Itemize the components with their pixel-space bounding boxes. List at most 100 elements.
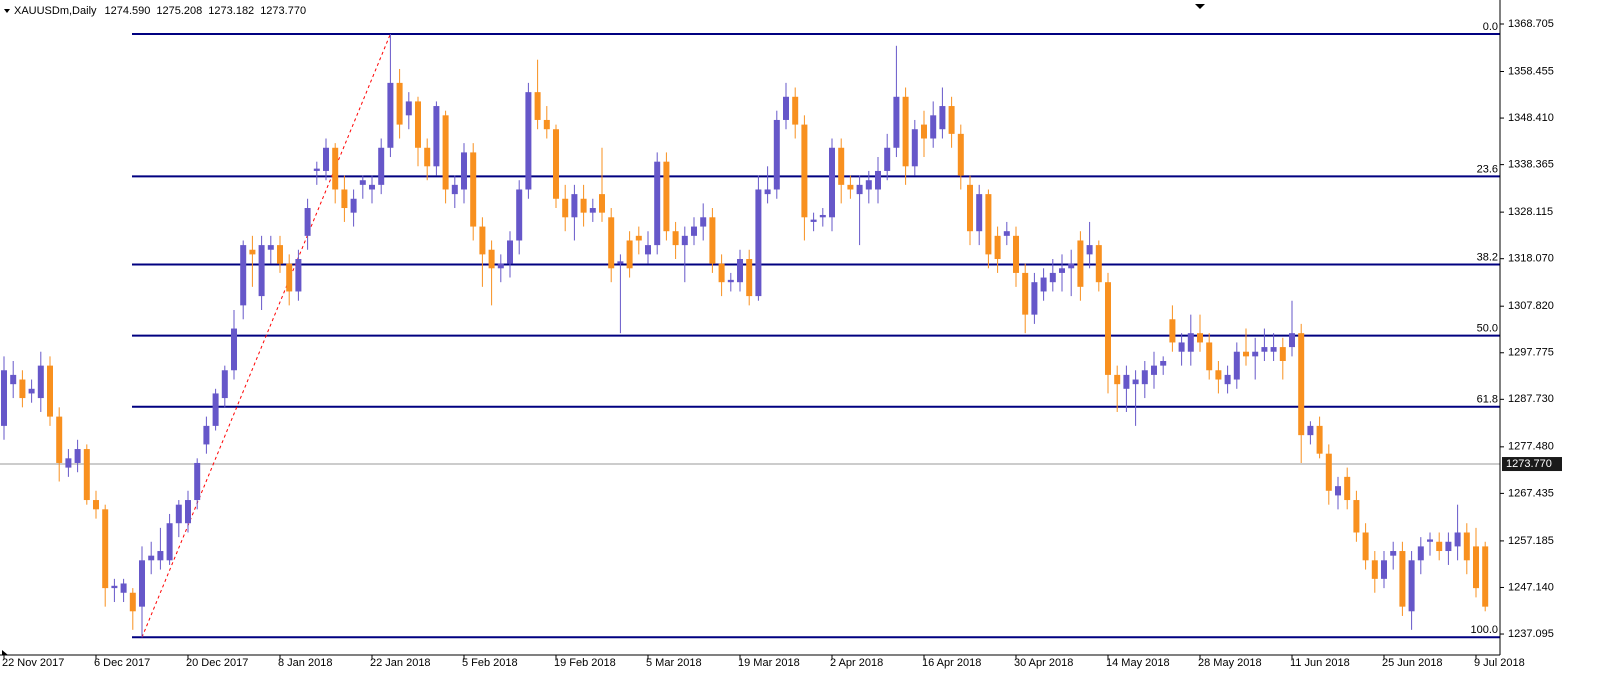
fib-level-label: 23.6 [1477, 163, 1498, 175]
candle-body [737, 259, 743, 283]
candle-body [1298, 333, 1305, 436]
candle-body [28, 388, 35, 394]
candle-body [783, 96, 789, 120]
chart-header: XAUUSDm,Daily 1274.590 1275.208 1273.182 12… [4, 5, 306, 17]
x-tick-label: 6 Dec 2017 [94, 657, 150, 669]
candle-body [341, 189, 348, 209]
candle-body [332, 147, 339, 190]
candle-body [1132, 379, 1139, 385]
candle-body [378, 147, 385, 185]
candle-body [56, 416, 63, 463]
candle-body [1095, 245, 1102, 283]
fib-trend-line [141, 33, 391, 638]
candle-body [451, 184, 458, 195]
candle-body [1362, 532, 1369, 561]
candle-body [663, 161, 670, 232]
candle-body [709, 217, 716, 264]
candle-body [773, 119, 780, 190]
candle-body [865, 180, 872, 190]
candle-body [801, 124, 808, 218]
candle-body [516, 189, 523, 241]
candle-body [599, 194, 605, 213]
y-tick-label: 1338.365 [1508, 159, 1554, 171]
candle-body [10, 374, 17, 385]
candle-body [129, 592, 136, 612]
candle-body [267, 245, 274, 250]
candle-body [424, 147, 431, 167]
candle-body [967, 184, 973, 232]
candle-body [497, 263, 504, 269]
candle-body [1482, 546, 1489, 607]
candle-body [166, 523, 173, 561]
plot-area: 0.0 23.6 38.2 50.0 61.8 100.0 [0, 21, 1500, 639]
candle-body [930, 115, 937, 139]
candle-body [1335, 486, 1341, 496]
candle-body [304, 208, 311, 236]
candle-body [994, 235, 1001, 260]
candle-body [1178, 342, 1185, 352]
x-tick-label: 14 May 2018 [1106, 657, 1170, 669]
candle-body [1390, 551, 1397, 556]
x-tick-label: 19 Feb 2018 [554, 657, 616, 669]
candle-body [359, 180, 366, 185]
last-price-tag [1502, 457, 1562, 472]
candle-body [350, 198, 357, 213]
candle-body [1040, 277, 1047, 292]
candle-body [939, 106, 946, 130]
candle-body [562, 198, 569, 218]
candle-body [1049, 272, 1056, 283]
candle-body [764, 189, 771, 195]
candle-body [1408, 560, 1415, 612]
fib-level-label: 61.8 [1477, 394, 1498, 406]
candle-body [396, 82, 403, 125]
x-tick-label: 22 Nov 2017 [2, 657, 64, 669]
candle-body [654, 161, 661, 246]
x-tick-label: 30 Apr 2018 [1014, 657, 1073, 669]
candle-body [1, 370, 7, 426]
candle-body [617, 261, 624, 264]
candle-body [1454, 532, 1461, 547]
candle-body [1316, 425, 1323, 454]
candle-body [1463, 532, 1470, 561]
candle-body [1473, 546, 1479, 589]
candle-body [65, 458, 72, 468]
candle-body [249, 249, 256, 255]
candle-body [1445, 541, 1452, 552]
candle-body [921, 124, 927, 139]
x-tick-label: 8 Jan 2018 [278, 657, 332, 669]
candle-body [1022, 272, 1029, 315]
candle-body [608, 217, 615, 269]
header-toggle[interactable] [4, 9, 10, 13]
y-tick-label: 1297.775 [1508, 347, 1554, 359]
candle-body [1307, 425, 1314, 436]
quote-value: 1273.770 [260, 5, 306, 17]
candle-body [442, 115, 449, 190]
x-tick-label: 5 Mar 2018 [646, 657, 702, 669]
candle-body [1279, 347, 1286, 361]
candle-body [1068, 263, 1075, 269]
candle-body [746, 259, 753, 297]
x-tick-label: 20 Dec 2017 [186, 657, 248, 669]
candle-body [1325, 453, 1332, 491]
candle-body [626, 240, 633, 269]
candle-body [727, 279, 734, 283]
candle-body [1215, 370, 1222, 380]
candle-body [1353, 500, 1360, 533]
candle-body [295, 259, 302, 292]
candle-body [819, 214, 826, 218]
last-price-label: 1273.770 [1506, 458, 1552, 470]
candle-body [369, 184, 375, 190]
candle-body [829, 147, 835, 218]
candle-body [1289, 333, 1295, 348]
candle-body [1371, 560, 1378, 579]
x-tick-label: 2 Apr 2018 [830, 657, 883, 669]
candle-body [157, 551, 164, 561]
candle-body [433, 106, 440, 167]
y-tick-label: 1358.455 [1508, 65, 1554, 77]
candle-body [1270, 347, 1277, 352]
candle-body [1105, 282, 1111, 375]
candle-body [902, 96, 909, 167]
candle-body [221, 370, 228, 399]
